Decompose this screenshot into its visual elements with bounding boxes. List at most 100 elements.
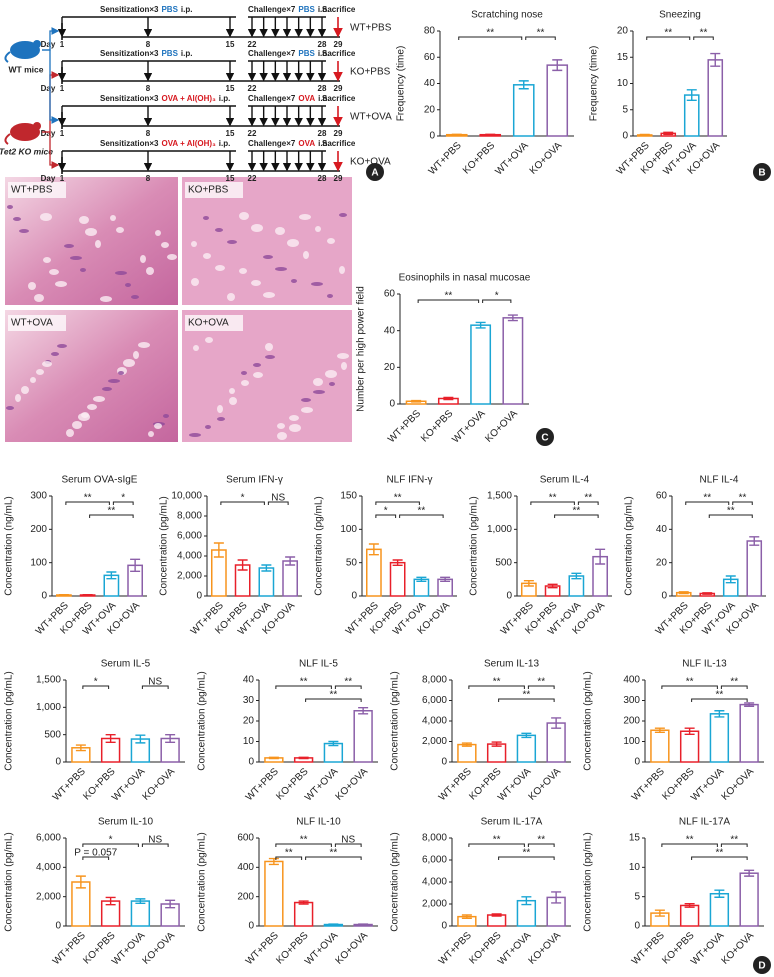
- chart-title: NLF IFN-γ: [386, 475, 432, 486]
- tissue-cell: [161, 242, 169, 248]
- significance-bracket: [708, 514, 753, 518]
- significance-label: *: [384, 506, 388, 517]
- error-bar: [443, 396, 454, 401]
- significance-bracket: [65, 501, 110, 505]
- x-tick-label: WT+PBS: [244, 766, 281, 803]
- tissue-cell: [110, 215, 116, 221]
- tissue-cell: [217, 405, 223, 413]
- tissue-cell: [140, 255, 146, 263]
- error-bar: [165, 899, 176, 909]
- tissue-cell: [229, 388, 235, 394]
- text: i.n.: [318, 94, 330, 103]
- y-tick-label: 300: [623, 695, 640, 706]
- group-label: KO+PBS: [350, 67, 391, 78]
- error-bar: [654, 727, 665, 733]
- significance-bracket: [732, 501, 753, 505]
- significance-label: **: [493, 835, 501, 846]
- y-tick-label: 400: [237, 862, 254, 873]
- error-bar: [639, 133, 650, 137]
- day-tick: 28: [318, 174, 327, 183]
- tissue-cell: [277, 432, 287, 440]
- significance-label: **: [344, 677, 352, 688]
- tissue-cell: [241, 371, 247, 375]
- x-tick-label: WT+PBS: [437, 766, 474, 803]
- y-tick-label: 15: [629, 833, 641, 844]
- significance-label: **: [730, 835, 738, 846]
- tissue-cell: [78, 413, 90, 421]
- x-tick-label: KO+OVA: [334, 766, 371, 803]
- connector: [42, 49, 60, 124]
- significance-label: *: [121, 493, 125, 504]
- error-bar: [165, 733, 176, 744]
- error-bar: [268, 857, 279, 866]
- tissue-cell: [55, 281, 67, 287]
- error-bar: [654, 909, 665, 917]
- y-axis-label: Concentration (pg/mL): [4, 832, 15, 932]
- significance-label: **: [549, 493, 557, 504]
- significance-label: *: [109, 835, 113, 846]
- tissue-cell: [277, 423, 285, 429]
- error-bar: [135, 734, 146, 744]
- y-tick-label: 4,000: [177, 551, 202, 562]
- day-tick: 8: [146, 40, 151, 49]
- y-axis-label: Frequency (time): [396, 46, 407, 122]
- tissue-cell: [116, 227, 124, 233]
- tissue-cell: [205, 337, 213, 343]
- y-axis-label: Concentration (pg/mL): [314, 496, 325, 596]
- tissue-cell: [253, 363, 261, 367]
- text: Sensitization×3: [100, 49, 159, 58]
- error-bar: [485, 133, 496, 136]
- text: Sensitization×3: [100, 139, 159, 148]
- day-tick: 28: [318, 129, 327, 138]
- y-axis-label: Concentration (pg/mL): [4, 671, 15, 771]
- y-tick-label: 150: [340, 491, 357, 502]
- tissue-cell: [313, 390, 325, 394]
- significance-bracket: [720, 685, 748, 689]
- tissue-cell: [13, 217, 21, 221]
- tissue-cell: [329, 382, 335, 386]
- tissue-cell: [239, 212, 249, 220]
- significance-bracket: [691, 856, 748, 860]
- x-tick-label: KO+OVA: [527, 766, 564, 803]
- tissue-cell: [227, 293, 235, 301]
- challenge-label: Challenge×7 PBS i.n.: [248, 5, 329, 14]
- significance-label: **: [715, 690, 723, 701]
- bar: [650, 729, 670, 763]
- y-tick-label: 0: [634, 921, 640, 932]
- error-bar: [298, 756, 309, 760]
- day-label: Day: [41, 129, 56, 138]
- x-tick-label: KO+OVA: [141, 766, 178, 803]
- x-tick-label: WT+PBS: [51, 766, 88, 803]
- y-tick-label: 6,000: [422, 695, 447, 706]
- histology-label: KO+PBS: [188, 185, 229, 196]
- text: Challenge×7: [248, 139, 296, 148]
- significance-label: *: [94, 677, 98, 688]
- tissue-cell: [163, 414, 169, 418]
- tissue-cell: [311, 282, 323, 286]
- bar: [679, 904, 700, 927]
- significance-bracket: [375, 514, 397, 518]
- x-tick-label: WT+OVA: [689, 766, 727, 804]
- y-axis-label: Concentration (pg/mL): [583, 832, 594, 932]
- y-tick-label: 0: [634, 757, 640, 768]
- significance-bracket: [527, 685, 555, 689]
- x-tick-label: WT+OVA: [303, 930, 341, 968]
- significance-bracket: [305, 856, 362, 860]
- bar: [264, 860, 284, 927]
- significance-label: **: [686, 835, 694, 846]
- tissue-cell: [301, 407, 313, 413]
- text: i.n.: [318, 5, 330, 14]
- day-tick: 29: [334, 84, 343, 93]
- significance-label: **: [522, 690, 530, 701]
- y-tick-label: 0: [661, 591, 667, 602]
- chart-title: Serum IL-5: [101, 659, 151, 670]
- error-bar: [744, 869, 755, 877]
- significance-bracket: [334, 843, 362, 847]
- error-bar: [491, 741, 502, 747]
- error-bar: [702, 592, 713, 595]
- y-tick-label: 10: [243, 736, 255, 747]
- ko-mouse-icon: [4, 122, 41, 145]
- histology-label: WT+PBS: [11, 185, 53, 196]
- histology-label: WT+OVA: [11, 318, 53, 329]
- error-bar: [416, 576, 427, 583]
